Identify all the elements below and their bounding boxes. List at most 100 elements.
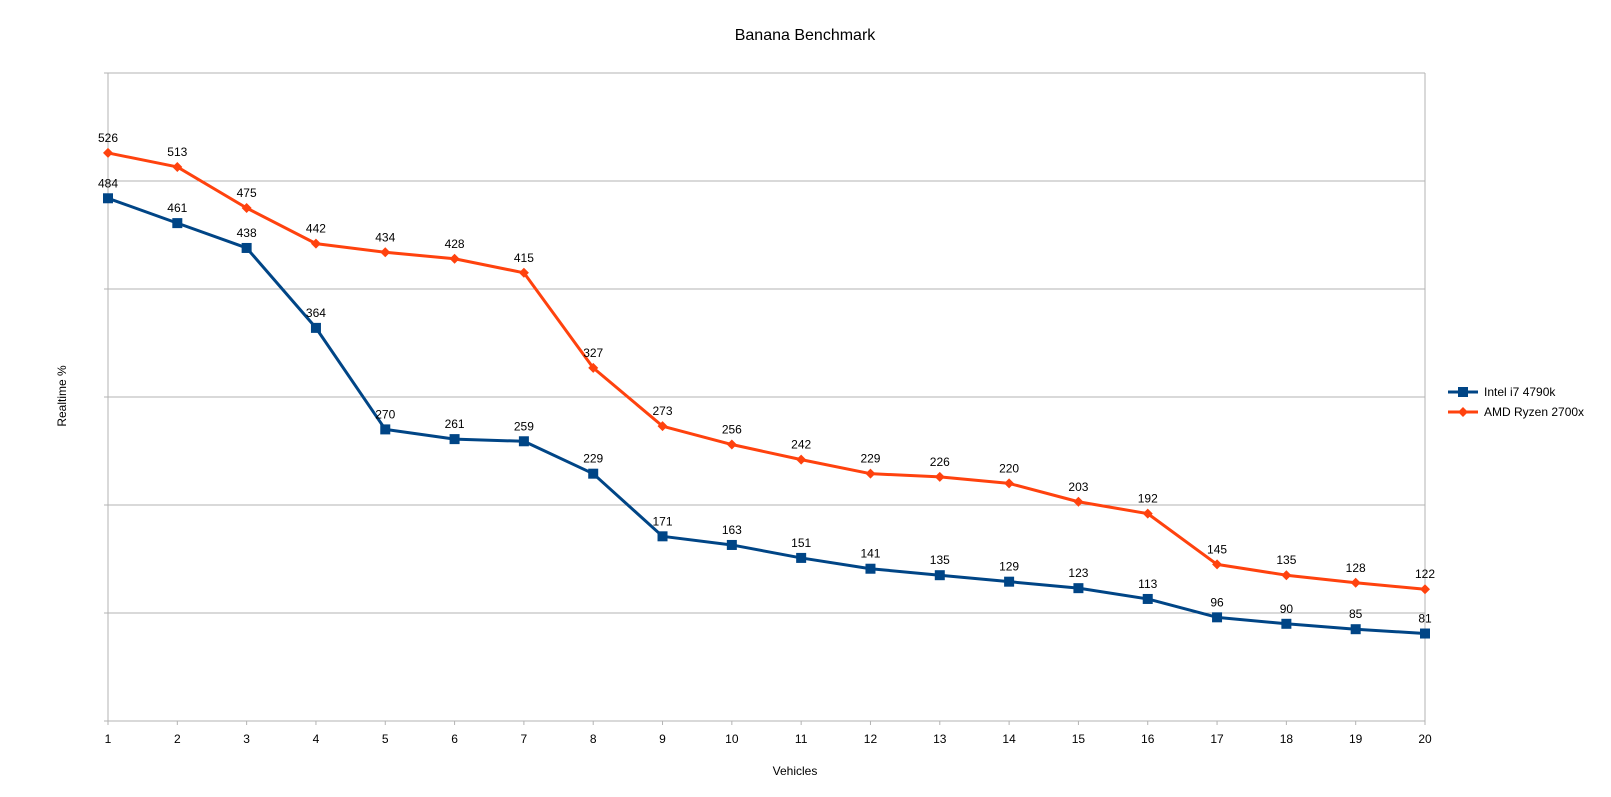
data-label: 90 bbox=[1280, 602, 1294, 616]
data-label: 129 bbox=[999, 560, 1019, 574]
data-label: 434 bbox=[375, 230, 395, 244]
data-point-marker bbox=[310, 322, 321, 333]
data-label: 327 bbox=[583, 346, 603, 360]
x-tick-label: 15 bbox=[1072, 732, 1086, 746]
data-point-marker bbox=[796, 454, 807, 465]
x-tick-label: 7 bbox=[521, 732, 528, 746]
data-label: 428 bbox=[445, 237, 465, 251]
data-label: 415 bbox=[514, 251, 534, 265]
data-point-marker bbox=[1281, 570, 1292, 581]
chart-title: Banana Benchmark bbox=[735, 27, 877, 44]
data-label: 461 bbox=[167, 201, 187, 215]
data-label: 85 bbox=[1349, 607, 1363, 621]
data-label: 226 bbox=[930, 455, 950, 469]
x-tick-label: 10 bbox=[725, 732, 739, 746]
data-label: 526 bbox=[98, 131, 118, 145]
x-tick-label: 12 bbox=[864, 732, 878, 746]
x-tick-label: 17 bbox=[1210, 732, 1224, 746]
data-point-marker bbox=[1004, 576, 1015, 587]
data-label: 96 bbox=[1210, 595, 1224, 609]
data-point-marker bbox=[934, 570, 945, 581]
data-label: 229 bbox=[860, 452, 880, 466]
data-label: 145 bbox=[1207, 542, 1227, 556]
data-point-marker bbox=[172, 161, 183, 172]
x-tick-label: 14 bbox=[1002, 732, 1016, 746]
data-label: 484 bbox=[98, 176, 118, 190]
series-line bbox=[107, 151, 1426, 591]
x-tick-label: 18 bbox=[1280, 732, 1294, 746]
data-point-marker bbox=[1350, 577, 1361, 588]
x-tick-label: 20 bbox=[1418, 732, 1432, 746]
x-axis-label: Vehicles bbox=[773, 764, 818, 778]
data-label: 135 bbox=[1276, 553, 1296, 567]
y-axis-label: Realtime % bbox=[55, 365, 69, 427]
data-point-marker bbox=[241, 242, 252, 253]
data-point-marker bbox=[1350, 624, 1361, 635]
data-point-marker bbox=[1142, 593, 1153, 604]
data-label: 141 bbox=[860, 547, 880, 561]
data-point-marker bbox=[310, 238, 321, 249]
data-point-marker bbox=[103, 147, 113, 158]
x-tick-label: 6 bbox=[451, 732, 458, 746]
data-label: 273 bbox=[653, 404, 673, 418]
data-point-marker bbox=[934, 471, 945, 482]
x-tick-label: 1 bbox=[105, 732, 112, 746]
x-tick-label: 11 bbox=[795, 732, 808, 746]
data-label: 203 bbox=[1068, 480, 1088, 494]
data-point-marker bbox=[588, 362, 599, 373]
data-label: 220 bbox=[999, 461, 1019, 475]
data-point-marker bbox=[1004, 478, 1015, 489]
x-tick-label: 8 bbox=[590, 732, 597, 746]
data-label: 151 bbox=[791, 536, 811, 550]
data-point-marker bbox=[726, 539, 737, 550]
data-label: 242 bbox=[791, 438, 811, 452]
data-point-marker bbox=[1420, 584, 1430, 595]
series-amd bbox=[103, 147, 1430, 595]
data-point-marker bbox=[1420, 628, 1430, 639]
data-label: 135 bbox=[930, 553, 950, 567]
series-layer bbox=[103, 147, 1430, 639]
data-point-marker bbox=[518, 267, 529, 278]
data-label: 229 bbox=[583, 452, 603, 466]
x-tick-labels: 1 2 3 4 5 6 7 8 9 10 11 12 13 14 15 16 17 18 19 20 bbox=[105, 732, 1432, 746]
data-label: 513 bbox=[167, 145, 187, 159]
x-tick-label: 16 bbox=[1141, 732, 1155, 746]
axes bbox=[104, 72, 1426, 725]
x-tick-label: 3 bbox=[243, 732, 250, 746]
x-tick-label: 19 bbox=[1349, 732, 1363, 746]
data-label: 438 bbox=[237, 226, 257, 240]
x-tick-label: 5 bbox=[382, 732, 389, 746]
data-label: 261 bbox=[445, 417, 465, 431]
x-tick-label: 9 bbox=[659, 732, 666, 746]
data-label: 163 bbox=[722, 523, 742, 537]
data-label: 270 bbox=[375, 407, 395, 421]
data-label: 113 bbox=[1138, 577, 1157, 591]
data-point-marker bbox=[1458, 407, 1468, 417]
data-point-marker bbox=[172, 218, 183, 229]
data-point-marker bbox=[1073, 496, 1084, 507]
data-label: 128 bbox=[1346, 561, 1366, 575]
data-point-marker bbox=[865, 563, 876, 574]
data-point-marker bbox=[1212, 559, 1223, 570]
data-label: 256 bbox=[722, 423, 742, 437]
data-label: 122 bbox=[1415, 567, 1435, 581]
data-label: 259 bbox=[514, 419, 534, 433]
data-point-marker bbox=[588, 468, 599, 479]
data-point-marker bbox=[1142, 508, 1153, 519]
legend-label: AMD Ryzen 2700x bbox=[1484, 405, 1584, 419]
data-point-marker bbox=[796, 552, 807, 563]
legend-item: AMD Ryzen 2700x bbox=[1448, 405, 1584, 419]
data-label: 192 bbox=[1138, 492, 1158, 506]
data-point-marker bbox=[449, 434, 460, 445]
data-point-marker bbox=[657, 421, 668, 432]
x-tick-label: 4 bbox=[313, 732, 320, 746]
data-point-marker bbox=[380, 247, 391, 258]
series-line bbox=[107, 196, 1426, 636]
gridlines bbox=[108, 72, 1426, 721]
data-label: 364 bbox=[306, 306, 326, 320]
data-labels: 484 461 438 364 270 261 259 229 171 163 151 141 135 1… bbox=[98, 131, 1435, 626]
legend-item: Intel i7 4790k bbox=[1448, 385, 1556, 399]
data-label: 442 bbox=[306, 222, 326, 236]
data-label: 81 bbox=[1418, 612, 1432, 626]
